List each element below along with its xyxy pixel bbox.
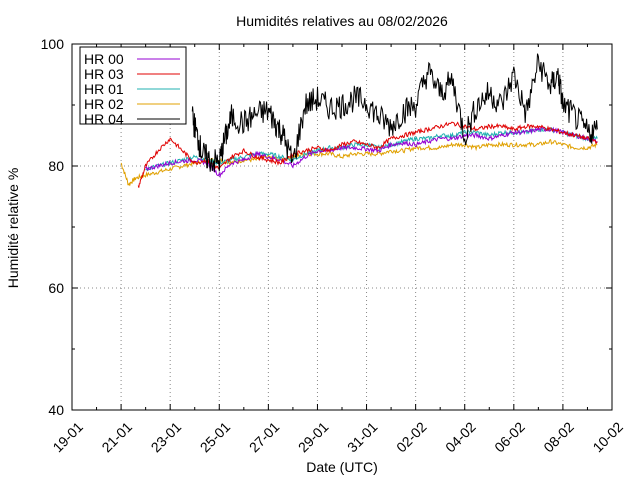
y-tick-label: 60 [48, 280, 64, 296]
legend-box [79, 46, 187, 125]
x-tick-label: 06-02 [491, 419, 528, 456]
x-axis-label: Date (UTC) [306, 459, 378, 475]
series-line-hr-00 [145, 126, 598, 179]
y-tick-label: 80 [48, 158, 64, 174]
x-tick-label: 29-01 [295, 419, 332, 456]
legend-label: HR 01 [84, 81, 124, 97]
y-tick-label: 100 [41, 36, 65, 52]
x-tick-label: 27-01 [246, 419, 283, 456]
x-tick-label: 25-01 [197, 419, 234, 456]
y-axis-label: Humidité relative % [5, 168, 21, 289]
x-tick-label: 08-02 [540, 419, 577, 456]
y-tick-label: 40 [48, 402, 64, 418]
x-tick-label: 31-01 [344, 419, 381, 456]
legend-label: HR 00 [84, 51, 124, 67]
series-line-hr-04 [191, 53, 598, 172]
legend-label: HR 03 [84, 66, 124, 82]
chart-title: Humidités relatives au 08/02/2026 [236, 13, 448, 29]
legend-label: HR 02 [84, 96, 124, 112]
x-tick-label: 23-01 [148, 419, 185, 456]
x-tick-label: 02-02 [393, 419, 430, 456]
x-tick-label: 19-01 [49, 419, 86, 456]
y-axis: 40 60 80 100 [41, 36, 612, 418]
series-line-hr-02 [120, 139, 598, 187]
series-layer [120, 53, 598, 188]
x-tick-label: 04-02 [442, 419, 479, 456]
x-tick-label: 10-02 [589, 419, 626, 456]
legend-label: HR 04 [84, 111, 124, 127]
x-tick-label: 21-01 [98, 419, 135, 456]
